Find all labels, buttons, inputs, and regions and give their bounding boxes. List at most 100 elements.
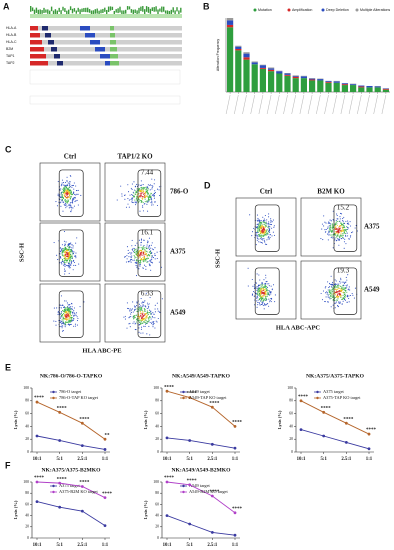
- flow-dot: [69, 244, 70, 245]
- flow-dot: [159, 262, 160, 263]
- flow-dot: [140, 193, 141, 194]
- flow-dot: [154, 317, 155, 318]
- flow-dot: [64, 306, 65, 307]
- flow-dot: [151, 202, 152, 203]
- flow-dot: [73, 318, 74, 319]
- flow-dot: [143, 184, 144, 185]
- flow-dot: [355, 288, 356, 289]
- flow-dot: [147, 242, 148, 243]
- flow-dot: [154, 247, 155, 248]
- flow-dot: [125, 256, 126, 257]
- significance: ****: [209, 490, 220, 495]
- flow-dot: [257, 302, 258, 303]
- flow-dot: [149, 255, 150, 256]
- legend-marker: [182, 491, 184, 493]
- flow-dot: [143, 193, 144, 194]
- flow-dot: [70, 267, 71, 268]
- flow-dot: [63, 192, 64, 193]
- flow-dot: [65, 318, 66, 319]
- flow-dot: [61, 295, 62, 296]
- flow-dot: [320, 238, 321, 239]
- flow-dot: [264, 304, 265, 305]
- flow-dot: [65, 193, 66, 194]
- flow-dot: [265, 244, 266, 245]
- flow-dot: [332, 230, 333, 231]
- flow-dot: [340, 235, 341, 236]
- flow-dot: [62, 250, 63, 251]
- flow-dot: [67, 302, 68, 303]
- count-bar: [148, 7, 149, 13]
- flow-dot: [150, 248, 151, 249]
- flow-dot: [62, 251, 63, 252]
- flow-dot: [269, 291, 270, 292]
- flow-dot: [332, 224, 333, 225]
- flow-dot: [68, 183, 69, 184]
- flow-dot: [71, 209, 72, 210]
- flow-dot: [62, 261, 63, 262]
- flow-dot: [69, 315, 70, 316]
- x-tick-label: 10:1: [163, 543, 172, 548]
- alteration: [48, 40, 54, 45]
- flow-dot: [58, 312, 59, 313]
- flow-dot: [326, 229, 327, 230]
- gene-label: HLA-A: [6, 26, 17, 30]
- flow-dot: [342, 285, 343, 286]
- flow-dot: [56, 307, 57, 308]
- flow-dot: [63, 188, 64, 189]
- flow-dot: [265, 287, 266, 288]
- flow-dot: [128, 191, 129, 192]
- flow-dot: [58, 311, 59, 312]
- flow-dot: [65, 255, 66, 256]
- alteration: [110, 47, 117, 52]
- flow-dot: [70, 254, 71, 255]
- flow-dot: [70, 311, 71, 312]
- flow-dot: [65, 241, 66, 242]
- flow-dot: [69, 273, 70, 274]
- bar: [383, 90, 389, 92]
- flow-dot: [150, 314, 151, 315]
- flow-dot: [335, 303, 336, 304]
- flow-dot: [132, 195, 133, 196]
- flow-dot: [269, 229, 270, 230]
- flow-dot: [327, 294, 328, 295]
- flow-dot: [346, 292, 347, 293]
- flow-dot: [139, 308, 140, 309]
- flow-dot: [345, 221, 346, 222]
- flow-dot: [133, 202, 134, 203]
- bar: [325, 83, 331, 92]
- alteration: [54, 54, 60, 59]
- flow-dot: [70, 199, 71, 200]
- flow-dot: [69, 251, 70, 252]
- data-point: [211, 531, 214, 534]
- flow-dot: [340, 297, 341, 298]
- flow-dot: [61, 305, 62, 306]
- flow-dot: [345, 288, 346, 289]
- flow-dot: [330, 234, 331, 235]
- flow-dot: [257, 304, 258, 305]
- flow-dot: [345, 236, 346, 237]
- count-bar: [159, 8, 160, 11]
- flow-dot: [350, 235, 351, 236]
- count-bar: [104, 8, 105, 12]
- flow-dot: [68, 252, 69, 253]
- chart-title: NK:786-O/786-O-TAPKO: [40, 373, 103, 379]
- flow-dot: [66, 190, 67, 191]
- flow-dot: [262, 242, 263, 243]
- flow-dot: [344, 248, 345, 249]
- flow-dot: [146, 258, 147, 259]
- count-bar: [72, 9, 73, 14]
- y-tick-label: 100: [153, 386, 159, 390]
- flow-dot: [263, 301, 264, 302]
- flow-dot: [257, 286, 258, 287]
- flow-dot: [141, 307, 142, 308]
- flow-dot: [273, 284, 274, 285]
- flow-dot: [343, 292, 344, 293]
- flow-dot: [141, 317, 142, 318]
- y-tick-label: 20: [25, 525, 29, 529]
- flow-dot: [58, 181, 59, 182]
- flow-dot: [256, 290, 257, 291]
- flow-dot: [141, 185, 142, 186]
- flow-dot: [336, 213, 337, 214]
- flow-dot: [268, 237, 269, 238]
- flow-dot: [140, 333, 141, 334]
